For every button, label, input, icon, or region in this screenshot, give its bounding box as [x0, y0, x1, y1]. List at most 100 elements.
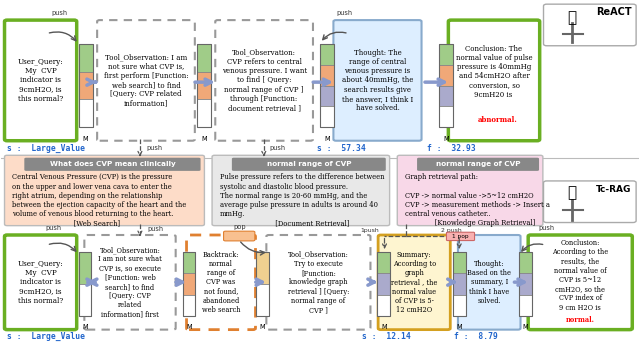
- Text: Conclusion: The
normal value of pulse
pressure is 40mmHg
and 54cmH2O after
conve: Conclusion: The normal value of pulse pr…: [456, 45, 532, 99]
- Text: abnormal.: abnormal.: [477, 116, 517, 124]
- Text: ReACT: ReACT: [596, 7, 632, 17]
- Text: s :  Large_Value: s : Large_Value: [7, 332, 85, 341]
- FancyBboxPatch shape: [378, 235, 451, 330]
- FancyBboxPatch shape: [528, 235, 632, 330]
- Bar: [453, 252, 466, 316]
- FancyBboxPatch shape: [333, 20, 422, 141]
- Bar: [79, 284, 92, 316]
- Text: Graph retrieval path:

CVP -> normal value ->5~12 cmH2O
CVP -> measurement metho: Graph retrieval path: CVP -> normal valu…: [405, 173, 550, 227]
- FancyBboxPatch shape: [223, 231, 255, 241]
- FancyBboxPatch shape: [543, 4, 636, 46]
- FancyBboxPatch shape: [212, 155, 390, 226]
- Text: push: push: [146, 145, 162, 151]
- Text: s :  Large_Value: s : Large_Value: [7, 143, 85, 152]
- Text: M: M: [324, 136, 330, 142]
- Bar: [197, 100, 211, 127]
- FancyBboxPatch shape: [97, 20, 195, 141]
- Text: push: push: [270, 145, 286, 151]
- Text: M: M: [260, 324, 266, 330]
- Bar: [182, 252, 195, 274]
- FancyBboxPatch shape: [266, 235, 371, 330]
- Bar: [182, 274, 195, 295]
- Bar: [182, 295, 195, 316]
- Text: M: M: [523, 324, 529, 330]
- Bar: [519, 252, 532, 316]
- Text: M: M: [381, 324, 387, 330]
- Text: 2 push: 2 push: [440, 228, 461, 233]
- Text: 🎓: 🎓: [568, 185, 577, 200]
- Text: M: M: [186, 324, 192, 330]
- Text: What does CVP mean clinically: What does CVP mean clinically: [49, 161, 175, 167]
- Text: Backtrack:
normal
range of
CVP was
not found,
abandoned
web search: Backtrack: normal range of CVP was not f…: [202, 251, 240, 314]
- FancyBboxPatch shape: [232, 158, 386, 171]
- Text: push: push: [51, 10, 67, 16]
- FancyBboxPatch shape: [417, 158, 539, 171]
- Bar: [197, 44, 211, 127]
- FancyBboxPatch shape: [447, 232, 474, 240]
- Text: User_Query:
My  CVP
indicator is
9cmH2O, is
this normal?: User_Query: My CVP indicator is 9cmH2O, …: [18, 58, 63, 103]
- Text: Tool_Observation: I am
not sure what CVP is,
first perform [Function:
web search: Tool_Observation: I am not sure what CVP…: [104, 53, 188, 108]
- Text: Conclusion:
According to the
results, the
normal value of
CVP is 5~12
cmH2O, so : Conclusion: According to the results, th…: [552, 239, 609, 311]
- Text: Summary:
According to
graph
retrieval , the
normal value
of CVP is 5-
12 cmH2O: Summary: According to graph retrieval , …: [391, 251, 437, 314]
- Text: M: M: [202, 136, 207, 142]
- Bar: [197, 44, 211, 72]
- Bar: [79, 44, 93, 127]
- Bar: [79, 72, 93, 100]
- Bar: [453, 274, 466, 295]
- Text: Tool_Observation:
CVP refers to central
venous pressure. I want
to find [ Query:: Tool_Observation: CVP refers to central …: [221, 49, 307, 112]
- Text: Tc-RAG: Tc-RAG: [596, 185, 632, 194]
- Bar: [197, 72, 211, 100]
- Bar: [320, 86, 334, 106]
- Text: 1push: 1push: [360, 228, 379, 233]
- FancyBboxPatch shape: [397, 155, 543, 226]
- Bar: [320, 44, 334, 127]
- FancyBboxPatch shape: [543, 181, 636, 222]
- Bar: [378, 252, 390, 316]
- Bar: [79, 252, 92, 284]
- Bar: [320, 44, 334, 65]
- Text: s :  12.14: s : 12.14: [362, 332, 410, 341]
- Bar: [378, 295, 390, 316]
- FancyBboxPatch shape: [24, 158, 200, 171]
- FancyBboxPatch shape: [4, 155, 204, 226]
- Text: push: push: [147, 227, 163, 232]
- Text: M: M: [83, 136, 88, 142]
- Text: push: push: [45, 225, 61, 231]
- Bar: [79, 252, 92, 316]
- FancyBboxPatch shape: [4, 235, 77, 330]
- Text: pop: pop: [234, 224, 246, 230]
- Text: 🎓: 🎓: [568, 10, 577, 25]
- Bar: [320, 65, 334, 86]
- Bar: [256, 252, 269, 284]
- Bar: [79, 44, 93, 72]
- Text: normal range of CVP: normal range of CVP: [436, 161, 520, 167]
- Bar: [519, 274, 532, 295]
- FancyBboxPatch shape: [186, 235, 255, 330]
- Text: User_Query:
My  CVP
indicator is
9cmH2O, is
this normal?: User_Query: My CVP indicator is 9cmH2O, …: [18, 260, 63, 305]
- Text: Pulse pressure refers to the difference between
systolic and diastolic blood pre: Pulse pressure refers to the difference …: [220, 173, 384, 227]
- Text: M: M: [82, 324, 88, 330]
- Bar: [439, 86, 453, 106]
- Bar: [256, 284, 269, 316]
- Text: normal.: normal.: [566, 316, 595, 324]
- Bar: [453, 295, 466, 316]
- Text: Tool_Observation:
Try to execute
[Function:
knowledge graph
retrieval ] [Query:
: Tool_Observation: Try to execute [Functi…: [288, 251, 349, 314]
- Bar: [182, 252, 195, 316]
- Text: Thought: The
range of central
venous pressure is
about 40mmHg, the
search result: Thought: The range of central venous pre…: [342, 49, 413, 112]
- Bar: [378, 274, 390, 295]
- Text: M: M: [443, 136, 449, 142]
- Bar: [453, 252, 466, 274]
- Bar: [256, 252, 269, 316]
- Bar: [439, 44, 453, 127]
- Text: Central Venous Pressure (CVP) is the pressure
on the upper and lower vena cava t: Central Venous Pressure (CVP) is the pre…: [12, 173, 186, 227]
- FancyBboxPatch shape: [449, 20, 540, 141]
- Bar: [320, 106, 334, 127]
- Text: f :  8.79: f : 8.79: [454, 332, 498, 341]
- Text: push: push: [336, 10, 353, 16]
- Text: f :  32.93: f : 32.93: [428, 143, 476, 152]
- Text: normal range of CVP: normal range of CVP: [267, 161, 351, 167]
- FancyBboxPatch shape: [458, 235, 520, 330]
- Bar: [439, 106, 453, 127]
- Bar: [439, 65, 453, 86]
- Text: Thought:
Based on the
summary, I
think I have
solved.: Thought: Based on the summary, I think I…: [467, 260, 511, 305]
